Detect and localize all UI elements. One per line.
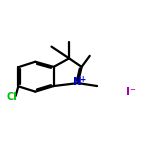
Text: N: N [73,77,82,87]
Text: Cl: Cl [7,92,17,102]
Text: +: + [79,75,85,84]
Text: I⁻: I⁻ [126,87,136,97]
